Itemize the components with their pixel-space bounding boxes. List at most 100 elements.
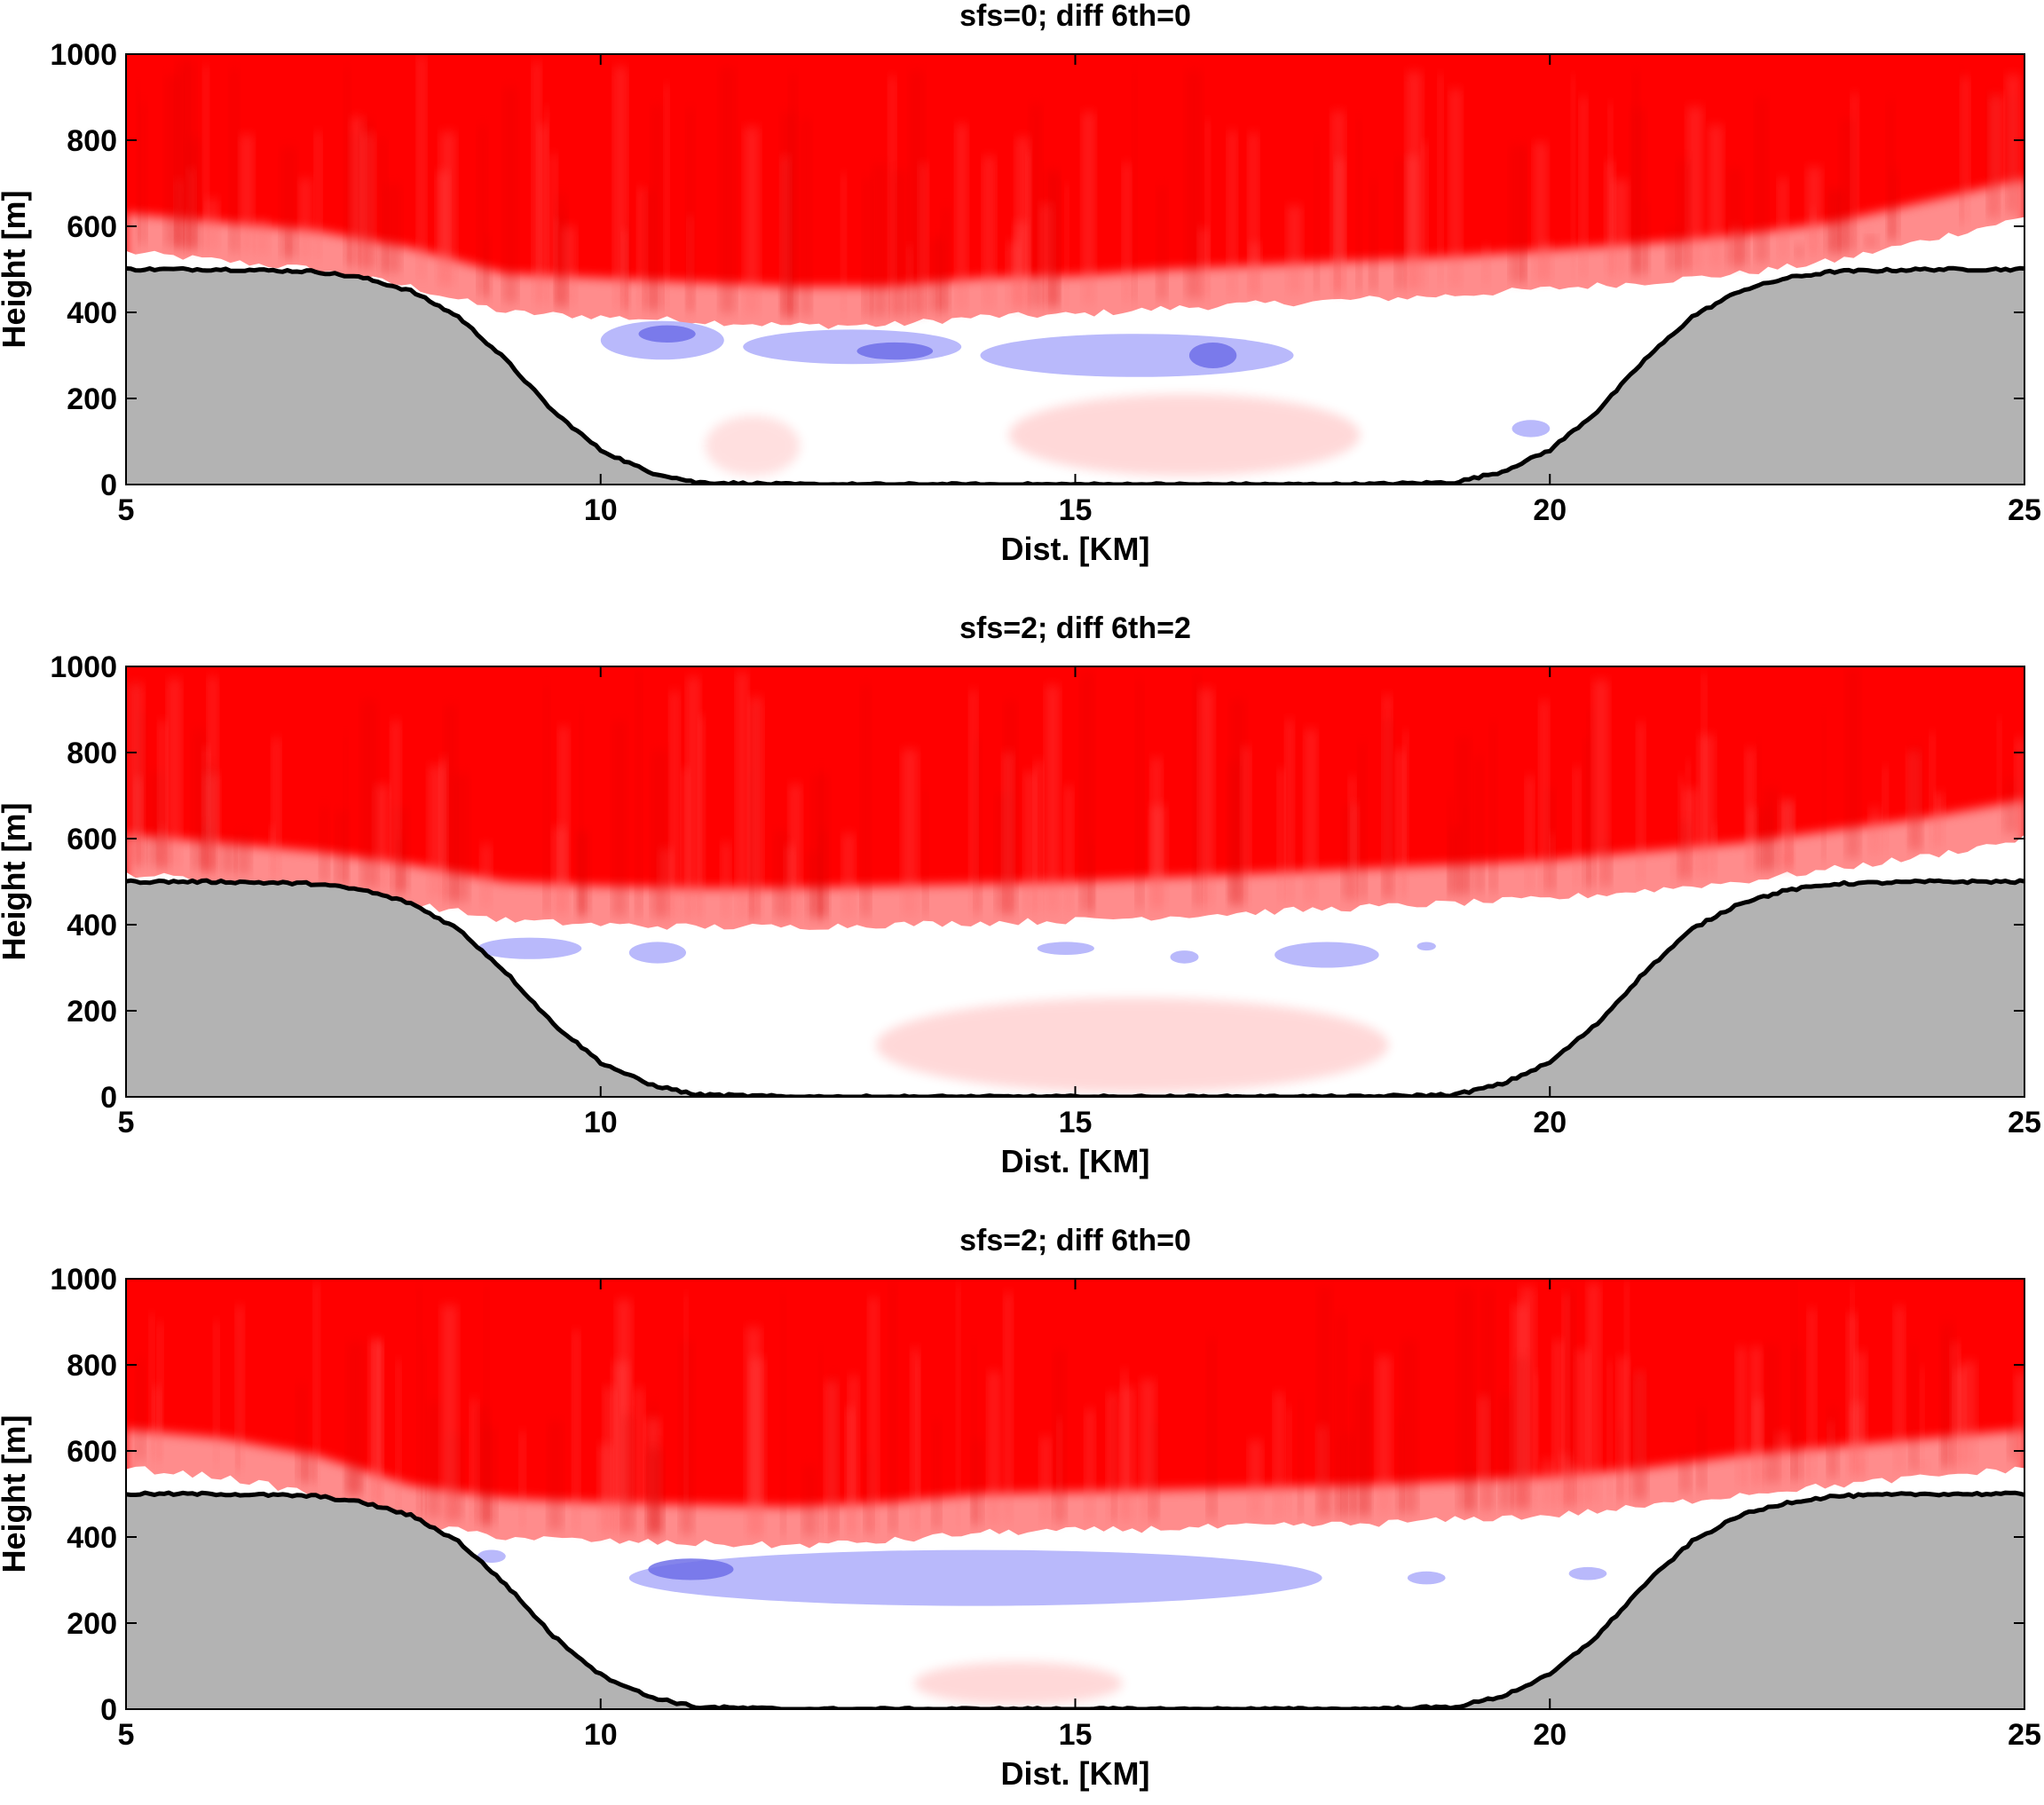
positive-texture: [643, 190, 656, 311]
positive-texture: [1482, 246, 1490, 285]
positive-texture: [956, 1283, 960, 1526]
x-tick-label: 15: [1059, 493, 1093, 527]
positive-texture: [1401, 1340, 1417, 1514]
positive-texture: [686, 107, 695, 312]
positive-texture: [157, 1322, 163, 1462]
positive-texture: [1644, 202, 1650, 274]
positive-texture: [1677, 159, 1691, 271]
positive-texture: [391, 721, 401, 893]
positive-texture: [286, 233, 292, 258]
positive-texture: [374, 784, 389, 890]
positive-texture: [891, 170, 907, 317]
positive-texture: [637, 187, 647, 311]
positive-texture: [612, 721, 627, 917]
positive-texture: [1894, 1306, 1905, 1471]
positive-texture: [1566, 1289, 1575, 1506]
positive-texture: [1089, 839, 1094, 911]
positive-texture: [176, 59, 189, 248]
positive-texture: [1887, 99, 1895, 240]
terrain-outline: [126, 1490, 2024, 1709]
positive-texture: [687, 676, 700, 918]
negative-region: [648, 1558, 734, 1580]
positive-texture: [1795, 245, 1803, 258]
terrain-fill: [126, 1493, 2024, 1709]
positive-texture: [361, 699, 377, 888]
positive-texture: [192, 729, 206, 871]
x-tick-label: 15: [1059, 1106, 1093, 1139]
negative-region: [477, 1549, 506, 1564]
positive-texture: [1997, 718, 2001, 835]
positive-texture: [378, 138, 388, 272]
positive-texture: [1286, 1407, 1291, 1517]
x-tick-label: 10: [584, 493, 618, 527]
positive-texture: [1150, 757, 1162, 909]
positive-texture: [1687, 106, 1703, 270]
positive-texture: [785, 845, 795, 918]
positive-texture: [972, 1439, 983, 1525]
positive-texture: [272, 737, 281, 878]
positive-texture: [1314, 139, 1320, 294]
positive-texture: [801, 118, 811, 317]
positive-texture: [441, 1304, 458, 1520]
positive-texture: [1808, 1308, 1816, 1479]
positive-texture: [1383, 718, 1393, 898]
positive-texture: [2015, 737, 2024, 832]
positive-texture: [1199, 689, 1214, 907]
positive-texture: [1792, 1347, 1803, 1481]
positive-texture: [240, 134, 254, 254]
positive-texture: [2008, 1425, 2017, 1462]
positive-texture: [1403, 730, 1409, 897]
positive-texture: [136, 1359, 146, 1461]
positive-texture: [1478, 1396, 1489, 1510]
positive-texture: [1034, 761, 1043, 913]
positive-texture: [698, 715, 706, 918]
positive-texture: [1541, 1460, 1554, 1508]
positive-texture: [684, 1293, 689, 1535]
x-axis-label: Dist. [KM]: [1001, 1755, 1150, 1792]
positive-texture: [744, 126, 760, 315]
positive-texture: [1510, 146, 1525, 283]
y-tick-label: 0: [100, 1693, 117, 1727]
positive-texture: [1534, 142, 1548, 281]
positive-texture: [956, 123, 967, 311]
positive-texture: [749, 697, 762, 918]
positive-texture: [439, 757, 448, 900]
positive-texture: [1513, 1357, 1529, 1509]
positive-texture: [296, 1384, 306, 1482]
positive-texture: [1539, 700, 1549, 891]
positive-texture: [222, 838, 235, 873]
positive-texture: [1961, 1361, 1977, 1466]
positive-texture: [477, 1406, 490, 1525]
panel-title: sfs=0; diff 6th=0: [959, 0, 1191, 33]
positive-texture: [1697, 1407, 1706, 1492]
positive-texture: [1607, 1360, 1613, 1502]
positive-texture: [1004, 1292, 1013, 1524]
positive-texture: [932, 1420, 941, 1529]
plot-area-3: [126, 1279, 2024, 1709]
negative-region: [628, 942, 687, 964]
negative-region: [1407, 1571, 1446, 1585]
positive-texture: [213, 1320, 219, 1468]
negative-region: [1037, 942, 1094, 955]
positive-texture: [1422, 142, 1428, 288]
y-tick-label: 600: [67, 210, 117, 244]
positive-texture: [625, 218, 630, 310]
negative-region: [980, 334, 1294, 377]
positive-texture: [604, 1386, 616, 1533]
positive-texture: [936, 233, 941, 312]
boundary-layer-fade: [126, 178, 2024, 343]
weak-positive-region: [705, 415, 801, 477]
y-axis-label: Height [m]: [0, 191, 32, 349]
positive-texture: [1287, 205, 1302, 295]
y-tick-label: 400: [67, 296, 117, 330]
positive-texture: [1356, 118, 1362, 291]
positive-texture: [1241, 746, 1251, 904]
positive-texture: [1851, 92, 1859, 248]
weak-positive-region: [913, 1661, 1123, 1706]
positive-texture: [1748, 807, 1757, 872]
positive-texture: [1869, 808, 1881, 855]
positive-texture: [1941, 1321, 1954, 1468]
positive-texture: [737, 672, 748, 918]
positive-texture: [1608, 102, 1613, 277]
x-tick-label: 20: [1533, 1106, 1567, 1139]
